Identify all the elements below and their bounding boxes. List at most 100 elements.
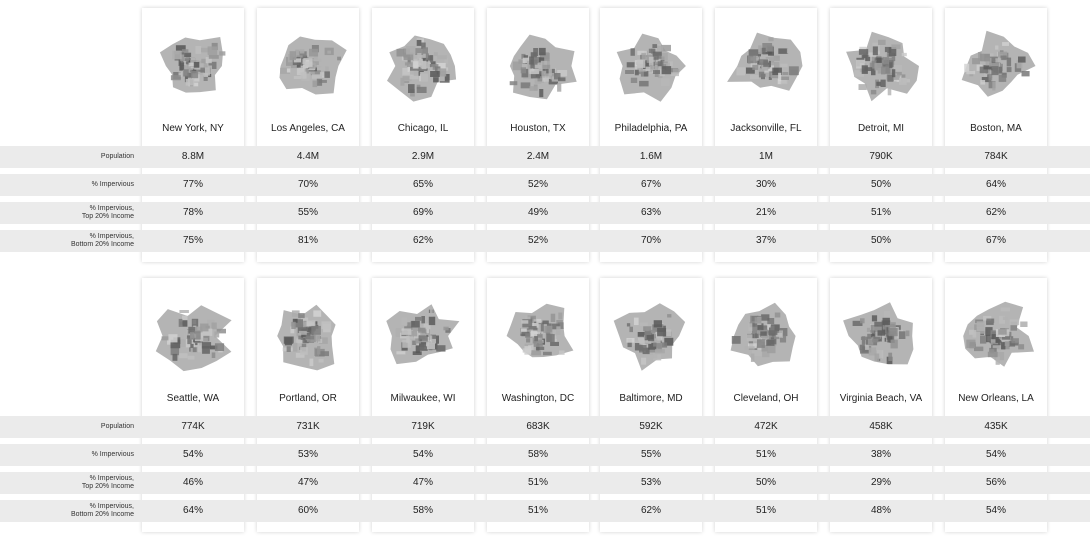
value-cell-impervious: 54% [412, 449, 433, 460]
value-cell-impervious: 50% [870, 179, 891, 190]
value-cell-bottom20: 54% [985, 505, 1006, 516]
row-label-text: Population [101, 153, 134, 161]
city-map-icon [257, 18, 359, 118]
row-band [0, 174, 1090, 196]
city-map-icon [945, 288, 1047, 388]
city-name: Los Angeles, CA [271, 123, 345, 134]
value-cell-population: 458K [869, 421, 893, 432]
row-label: % Impervious, Bottom 20% Income [0, 500, 134, 522]
value-cell-population: 790K [869, 151, 893, 162]
city-map-icon [142, 288, 244, 388]
city-map-icon [487, 288, 589, 388]
value-cell-bottom20: 75% [182, 235, 203, 246]
row-label-text: Population [101, 423, 134, 431]
value-cell-impervious: 51% [755, 449, 776, 460]
row-band [0, 416, 1090, 438]
value-cell-top20: 69% [412, 207, 433, 218]
value-cell-top20: 62% [985, 207, 1006, 218]
row-label-line: % Impervious [91, 181, 134, 188]
value-cell-bottom20: 81% [297, 235, 318, 246]
value-cell-bottom20: 58% [412, 505, 433, 516]
value-cell-population: 435K [984, 421, 1008, 432]
row-band [0, 202, 1090, 224]
row-label-line: Bottom 20% Income [70, 241, 134, 248]
city-map-icon [715, 288, 817, 388]
city-name: New York, NY [162, 123, 224, 134]
row-band [0, 500, 1090, 522]
city-map-icon [830, 288, 932, 388]
city-map-icon [830, 18, 932, 118]
value-cell-impervious: 30% [755, 179, 776, 190]
row-label: % Impervious [0, 444, 134, 466]
value-cell-impervious: 55% [640, 449, 661, 460]
value-cell-population: 472K [754, 421, 778, 432]
value-cell-top20: 63% [640, 207, 661, 218]
city-map-icon [600, 18, 702, 118]
value-cell-impervious: 67% [640, 179, 661, 190]
row-label-line: Population [100, 153, 134, 160]
value-cell-population: 683K [526, 421, 550, 432]
value-cell-population: 592K [639, 421, 663, 432]
row-label: % Impervious, Top 20% Income [0, 472, 134, 494]
row-label-line: % Impervious, [89, 205, 134, 212]
value-cell-impervious: 65% [412, 179, 433, 190]
value-cell-bottom20: 64% [182, 505, 203, 516]
value-cell-impervious: 77% [182, 179, 203, 190]
city-name: Jacksonville, FL [730, 123, 802, 134]
row-label-line: % Impervious [91, 451, 134, 458]
row-label-line: % Impervious, [89, 503, 134, 510]
row-label-text: % Impervious, Bottom 20% Income [71, 503, 134, 519]
city-name: Detroit, MI [857, 123, 905, 134]
value-cell-top20: 78% [182, 207, 203, 218]
row-label-line: % Impervious, [89, 233, 134, 240]
row-label-text: % Impervious [92, 451, 134, 459]
value-cell-top20: 55% [297, 207, 318, 218]
row-band [0, 146, 1090, 168]
city-name: Washington, DC [501, 393, 575, 404]
value-cell-impervious: 54% [182, 449, 203, 460]
value-cell-population: 2.9M [411, 151, 435, 162]
city-name: Virginia Beach, VA [839, 393, 923, 404]
city-map-icon [715, 18, 817, 118]
value-cell-top20: 53% [640, 477, 661, 488]
row-label-line: % Impervious, [89, 475, 134, 482]
city-map-icon [600, 288, 702, 388]
city-name: Milwaukee, WI [390, 393, 456, 404]
row-label: % Impervious, Top 20% Income [0, 202, 134, 224]
value-cell-population: 774K [181, 421, 205, 432]
city-name: Seattle, WA [166, 393, 220, 404]
row-label-line: Population [100, 423, 134, 430]
row-label: Population [0, 416, 134, 438]
city-map-icon [142, 18, 244, 118]
city-map-icon [372, 288, 474, 388]
value-cell-bottom20: 62% [640, 505, 661, 516]
value-cell-population: 784K [984, 151, 1008, 162]
city-name: Cleveland, OH [733, 393, 799, 404]
city-map-icon [945, 18, 1047, 118]
value-cell-population: 1.6M [639, 151, 663, 162]
value-cell-top20: 49% [527, 207, 548, 218]
value-cell-bottom20: 62% [412, 235, 433, 246]
value-cell-top20: 47% [297, 477, 318, 488]
row-label: % Impervious, Bottom 20% Income [0, 230, 134, 252]
city-map-icon [257, 288, 359, 388]
row-label-text: % Impervious, Top 20% Income [82, 205, 134, 221]
row-label: Population [0, 146, 134, 168]
row-label-text: % Impervious, Top 20% Income [82, 475, 134, 491]
value-cell-bottom20: 37% [755, 235, 776, 246]
row-band [0, 230, 1090, 252]
value-cell-bottom20: 60% [297, 505, 318, 516]
value-cell-top20: 29% [870, 477, 891, 488]
city-name: Boston, MA [970, 123, 1022, 134]
value-cell-impervious: 64% [985, 179, 1006, 190]
row-label-line: Top 20% Income [81, 483, 134, 490]
value-cell-top20: 50% [755, 477, 776, 488]
value-cell-impervious: 58% [527, 449, 548, 460]
city-map-icon [372, 18, 474, 118]
value-cell-bottom20: 70% [640, 235, 661, 246]
value-cell-population: 1M [759, 151, 773, 162]
value-cell-bottom20: 52% [527, 235, 548, 246]
row-label-text: % Impervious [92, 181, 134, 189]
row-label-line: Top 20% Income [81, 213, 134, 220]
row-label: % Impervious [0, 174, 134, 196]
